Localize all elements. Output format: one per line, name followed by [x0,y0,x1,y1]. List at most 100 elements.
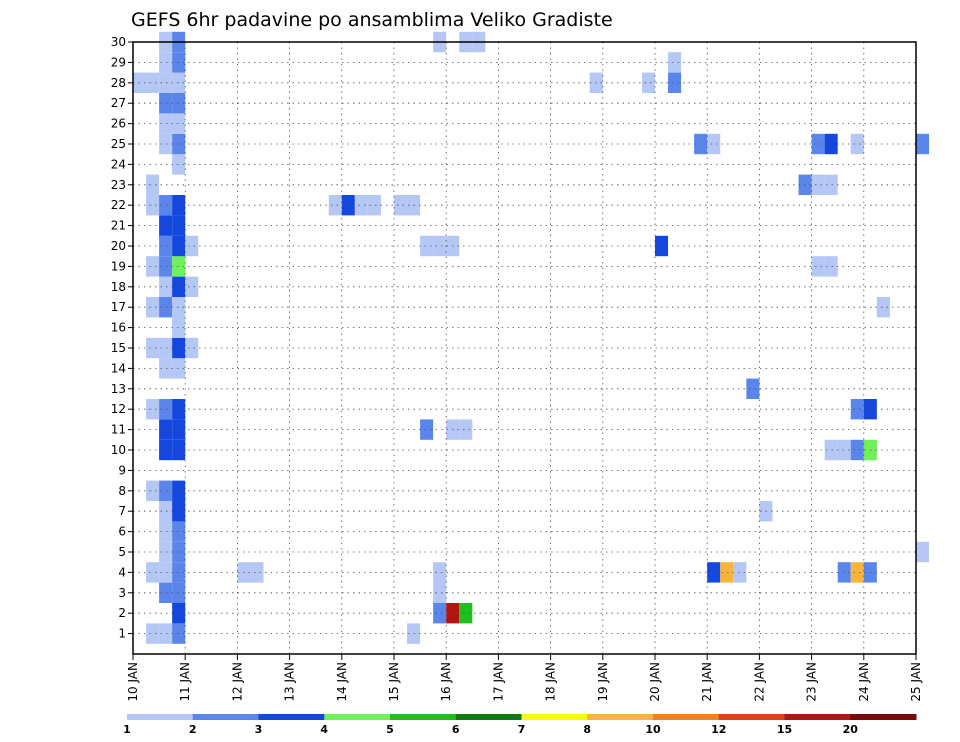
y-tick-label: 7 [118,504,126,518]
precip-cell [850,133,864,155]
precip-cell [668,72,682,93]
precip-cell [159,419,173,440]
x-tick-label: 18 JAN [544,662,558,702]
x-tick-label: 12 JAN [230,662,244,702]
precip-cell [172,582,186,603]
x-tick-label: 15 JAN [387,662,401,702]
precip-cell [159,297,173,318]
precip-cell [159,358,173,379]
precip-cell [172,113,186,134]
x-tick-label: 24 JAN [857,662,871,702]
colorbar-swatch [192,714,259,720]
precip-cell [916,133,930,155]
x-tick-label: 13 JAN [283,662,297,702]
colorbar-swatch [455,714,522,720]
precip-cell [250,562,264,583]
precip-cell [159,113,173,134]
y-tick-label: 30 [111,35,126,49]
y-tick-label: 17 [111,300,126,314]
x-tick-label: 22 JAN [752,662,766,702]
colorbar-swatch [390,714,457,720]
colorbar-label: 12 [711,723,726,736]
precip-cell [146,480,160,501]
y-tick-label: 21 [111,219,126,233]
precip-cell [159,480,173,501]
precip-cell [172,337,186,359]
precip-cell [707,133,721,155]
precip-cell [641,72,655,93]
y-tick-label: 18 [111,280,126,294]
precip-cell [159,337,173,359]
precip-cell [172,562,186,583]
precip-cell [172,276,186,297]
colorbar-label: 7 [518,723,526,736]
y-tick-label: 25 [111,137,126,151]
x-tick-label: 11 JAN [178,662,192,702]
colorbar-swatch [850,714,917,720]
precip-cell [916,541,930,563]
precip-cell [459,419,473,440]
precip-cell [420,235,434,257]
precip-cell [159,276,173,297]
colorbar-swatch [258,714,325,720]
y-tick-label: 3 [118,586,126,600]
y-tick-label: 29 [111,55,126,69]
precip-cell [146,623,160,644]
y-tick-label: 11 [111,423,126,437]
precip-cell [185,276,199,297]
precip-cell [146,174,160,195]
y-tick-label: 12 [111,402,126,416]
x-tick-label: 17 JAN [491,662,505,702]
precip-cell [146,256,160,277]
y-tick-label: 8 [118,484,126,498]
precip-cell [172,603,186,624]
y-tick-label: 5 [118,545,126,559]
precip-cell [159,93,173,114]
precip-cell [433,582,447,603]
precip-cell [159,52,173,73]
x-tick-label: 16 JAN [439,662,453,702]
precip-cell [159,501,173,522]
precip-cell [159,439,173,461]
x-tick-label: 10 JAN [126,662,140,702]
precip-cell [159,256,173,277]
precip-cell [159,72,173,93]
colorbar: 1 2 3 4 5 6 7 8 10 12 15 20 [123,714,917,736]
precip-cell [811,133,825,155]
colorbar-label: 5 [386,723,394,736]
y-axis: 1234567891011121314151617181920212223242… [111,35,133,641]
y-tick-label: 13 [111,382,126,396]
y-tick-label: 15 [111,341,126,355]
y-tick-label: 1 [118,627,126,641]
precip-cell [328,195,342,216]
y-tick-label: 16 [111,321,126,335]
precip-cell [172,72,186,93]
y-tick-label: 10 [111,443,126,457]
precip-cell [159,195,173,216]
x-tick-label: 19 JAN [596,662,610,702]
precip-cell [811,256,825,277]
y-tick-label: 19 [111,259,126,273]
precip-cell [172,256,186,277]
precip-cell [367,195,381,216]
precip-cell [459,603,473,624]
precip-cell [172,215,186,236]
y-tick-label: 22 [111,198,126,212]
precip-cell [146,195,160,216]
precip-cell [354,195,368,216]
precip-cell [172,154,186,175]
colorbar-label: 20 [843,723,859,736]
precip-cell [707,562,721,583]
precip-cell [172,419,186,440]
precip-cell [185,337,199,359]
precip-cell [159,133,173,155]
precip-cell [146,337,160,359]
precip-cell [824,439,838,461]
precip-cell [668,52,682,73]
precip-cell [824,133,838,155]
precip-cell [850,562,864,583]
colorbar-swatch [521,714,588,720]
colorbar-label: 2 [189,723,197,736]
precip-cell [433,603,447,624]
precip-cell [159,541,173,563]
